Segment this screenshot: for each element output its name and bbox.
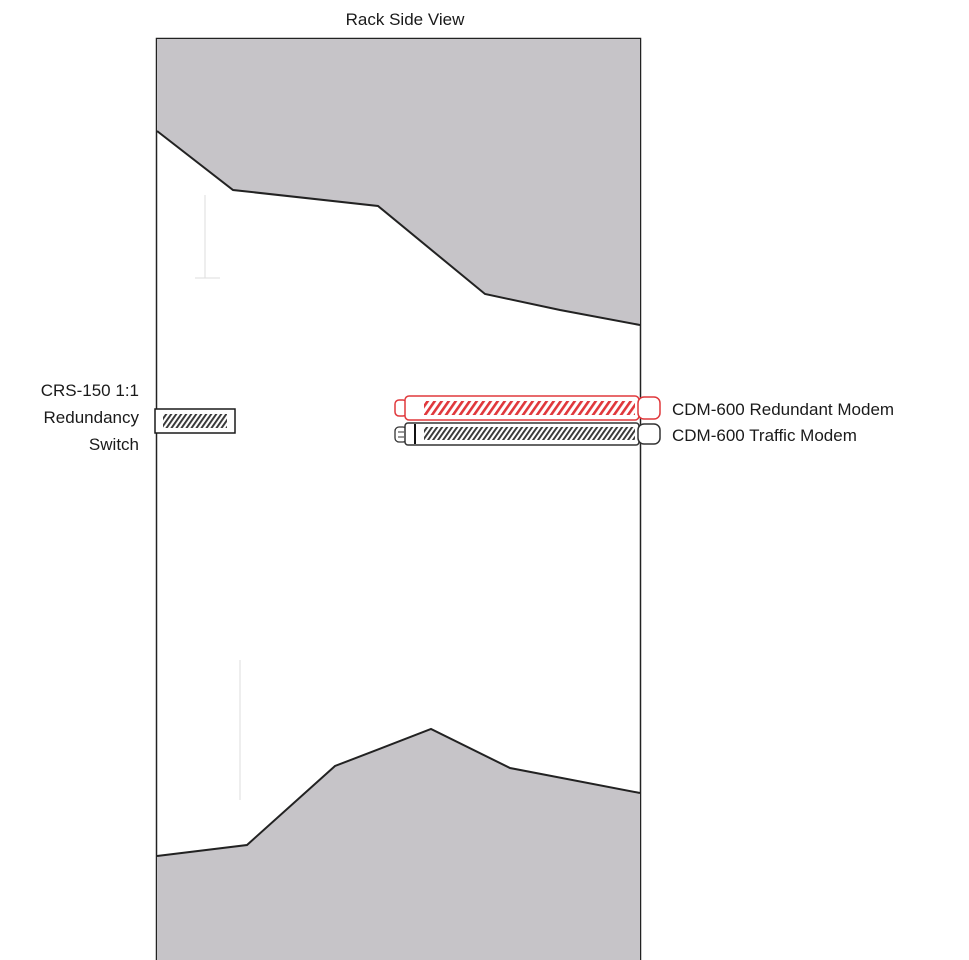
traffic-modem-label: CDM-600 Traffic Modem (672, 426, 857, 445)
rack-bottom-break-edge (156, 727, 641, 857)
redundant-modem (394, 395, 661, 421)
switch-label-line1: CRS-150 1:1 (40, 381, 139, 400)
redundancy-switch (154, 408, 236, 434)
switch-label-line2: Redundancy (43, 408, 139, 427)
diagram-title: Rack Side View (345, 10, 465, 29)
rack-top-break-edge (156, 130, 641, 326)
traffic-modem (394, 422, 661, 446)
switch-label-line3: Switch (88, 435, 139, 454)
rack-top-break (157, 39, 640, 325)
rack-bottom-break (157, 729, 640, 960)
redundant-modem-label: CDM-600 Redundant Modem (672, 400, 895, 419)
faint-guide-marks (195, 195, 241, 800)
